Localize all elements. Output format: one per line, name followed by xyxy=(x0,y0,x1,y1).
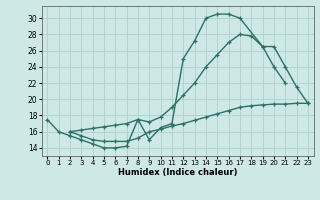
X-axis label: Humidex (Indice chaleur): Humidex (Indice chaleur) xyxy=(118,168,237,177)
